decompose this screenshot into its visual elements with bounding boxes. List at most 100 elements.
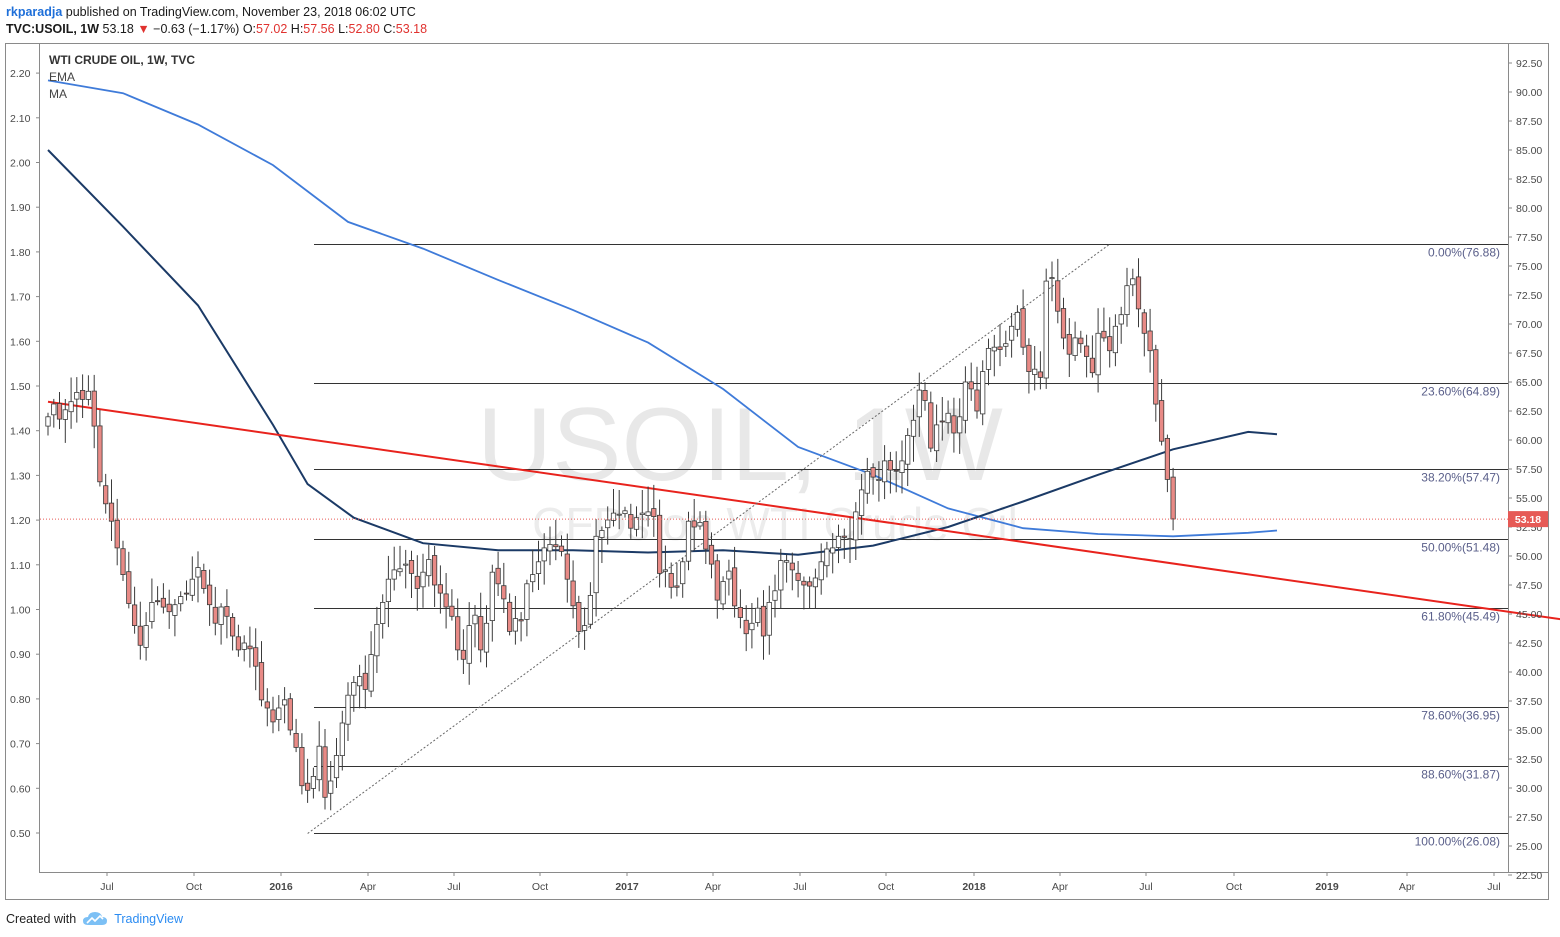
candle-down bbox=[506, 601, 513, 632]
price-tick-label: 42.50 bbox=[1516, 638, 1542, 650]
candle-up bbox=[720, 581, 726, 605]
time-tick-label: Oct bbox=[532, 881, 548, 893]
candle-up bbox=[483, 622, 490, 653]
candle-up bbox=[1014, 311, 1021, 330]
candle-up bbox=[945, 412, 951, 424]
candle-up bbox=[622, 510, 628, 514]
symbol-line: TVC:USOIL, 1W 53.18 ▼ −0.63 (−1.17%) O:5… bbox=[6, 21, 1546, 38]
left-tick-label: 1.60 bbox=[10, 336, 31, 348]
candle-down bbox=[495, 567, 501, 585]
change-text: −0.63 (−1.17%) bbox=[153, 22, 240, 36]
left-tick-label: 0.90 bbox=[10, 649, 31, 661]
price-tick-label: 27.50 bbox=[1516, 812, 1542, 824]
down-arrow-icon: ▼ bbox=[137, 22, 150, 36]
price-tick-label: 80.00 bbox=[1516, 203, 1542, 215]
candle-up bbox=[530, 574, 536, 583]
time-tick-label: Jul bbox=[447, 881, 460, 893]
axis-frame bbox=[5, 43, 1549, 900]
candle-down bbox=[97, 425, 103, 483]
candle-up bbox=[766, 602, 772, 636]
candle-down bbox=[304, 782, 311, 791]
time-tick-label: Apr bbox=[360, 881, 377, 893]
time-tick-label: Jul bbox=[793, 881, 806, 893]
candle-down bbox=[570, 580, 576, 607]
time-tick-label: Apr bbox=[1399, 881, 1416, 893]
candle-down bbox=[91, 390, 97, 427]
candle-down bbox=[651, 508, 657, 518]
legend-ma[interactable]: MA bbox=[49, 87, 67, 101]
candle-down bbox=[870, 467, 876, 478]
candle-up bbox=[241, 642, 247, 650]
symbol-label: TVC:USOIL, 1W bbox=[6, 22, 100, 36]
candle-down bbox=[408, 560, 415, 574]
price-tick-label: 22.50 bbox=[1516, 870, 1542, 882]
fib-label: 78.60%(36.95) bbox=[1421, 709, 1500, 723]
candle-down bbox=[253, 647, 259, 667]
candle-down bbox=[703, 521, 709, 550]
price-tick-label: 85.00 bbox=[1516, 145, 1542, 157]
candle-up bbox=[784, 560, 790, 563]
candle-down bbox=[206, 584, 213, 606]
indicator-lines bbox=[47, 79, 1560, 834]
brand-label: TradingView bbox=[114, 912, 183, 926]
left-tick-label: 0.50 bbox=[10, 828, 31, 840]
candle-down bbox=[235, 636, 241, 651]
left-scale[interactable]: 2.20 2.10 2.00 1.90 1.80 1.70 1.60 1.50 1.40 1.30… bbox=[10, 68, 40, 840]
candle-up bbox=[962, 381, 969, 421]
price-tick-label: 65.00 bbox=[1516, 377, 1542, 389]
footer: Created with TradingView bbox=[6, 911, 183, 927]
fib-retracement[interactable]: 0.00%(76.88) 23.60%(64.89) 38.20%(57.47) 50… bbox=[314, 244, 1508, 849]
price-tick-label: 87.50 bbox=[1516, 116, 1542, 128]
candle-up bbox=[426, 559, 432, 577]
time-tick-label: Oct bbox=[878, 881, 894, 893]
candle-down bbox=[437, 584, 444, 594]
candle-up bbox=[45, 416, 51, 427]
time-axis[interactable]: Jul Oct 2016 Apr Jul Oct 2017 Apr Jul Oct 2018 Apr J… bbox=[100, 872, 1501, 893]
candle-down bbox=[414, 575, 420, 589]
candle-down bbox=[229, 617, 236, 637]
legend-ema[interactable]: EMA bbox=[49, 70, 75, 84]
candle-up bbox=[472, 614, 478, 625]
price-tick-label: 90.00 bbox=[1516, 87, 1542, 99]
candle-up bbox=[51, 403, 57, 416]
price-axis[interactable]: 92.50 90.00 87.50 85.00 82.50 80.00 77.50 75.00… bbox=[1508, 58, 1542, 882]
candle-up bbox=[812, 577, 819, 588]
candle-up bbox=[980, 371, 986, 415]
candle-up bbox=[685, 520, 692, 562]
candle-down bbox=[108, 502, 115, 522]
candle-up bbox=[276, 707, 282, 721]
candle-down bbox=[564, 553, 570, 580]
candle-down bbox=[801, 580, 807, 586]
candle-up bbox=[74, 391, 80, 400]
candle-up bbox=[143, 625, 149, 648]
candle-down bbox=[708, 544, 715, 565]
author-link[interactable]: rkparadja bbox=[6, 5, 63, 19]
candle-up bbox=[916, 389, 922, 418]
candle-up bbox=[62, 409, 68, 420]
price-tick-label: 47.50 bbox=[1516, 580, 1542, 592]
candle-up bbox=[368, 654, 374, 692]
last-price-text: 53.18 bbox=[102, 22, 134, 36]
price-chart[interactable]: USOIL, 1W CFDs on WTI Crude Oil 0.00%(76… bbox=[0, 0, 1560, 910]
time-tick-label: 2016 bbox=[269, 881, 293, 893]
created-with-text: Created with bbox=[6, 912, 77, 926]
candle-up bbox=[587, 595, 594, 625]
candle-down bbox=[270, 709, 276, 723]
candle-up bbox=[934, 424, 940, 452]
candle-down bbox=[576, 602, 582, 632]
time-tick-label: 2018 bbox=[962, 881, 986, 893]
candle-up bbox=[466, 625, 472, 664]
candle-up bbox=[328, 780, 334, 794]
candle-down bbox=[201, 570, 207, 589]
candle-up bbox=[420, 571, 426, 588]
candle-down bbox=[737, 607, 744, 618]
ema-line bbox=[47, 149, 1278, 556]
price-tick-label: 67.50 bbox=[1516, 348, 1542, 360]
candle-down bbox=[362, 672, 368, 690]
candle-down bbox=[628, 514, 634, 529]
candle-up bbox=[726, 570, 732, 580]
tradingview-link[interactable]: TradingView bbox=[82, 911, 183, 927]
candle-up bbox=[178, 596, 184, 605]
candle-up bbox=[853, 511, 859, 541]
candle-down bbox=[807, 581, 813, 587]
